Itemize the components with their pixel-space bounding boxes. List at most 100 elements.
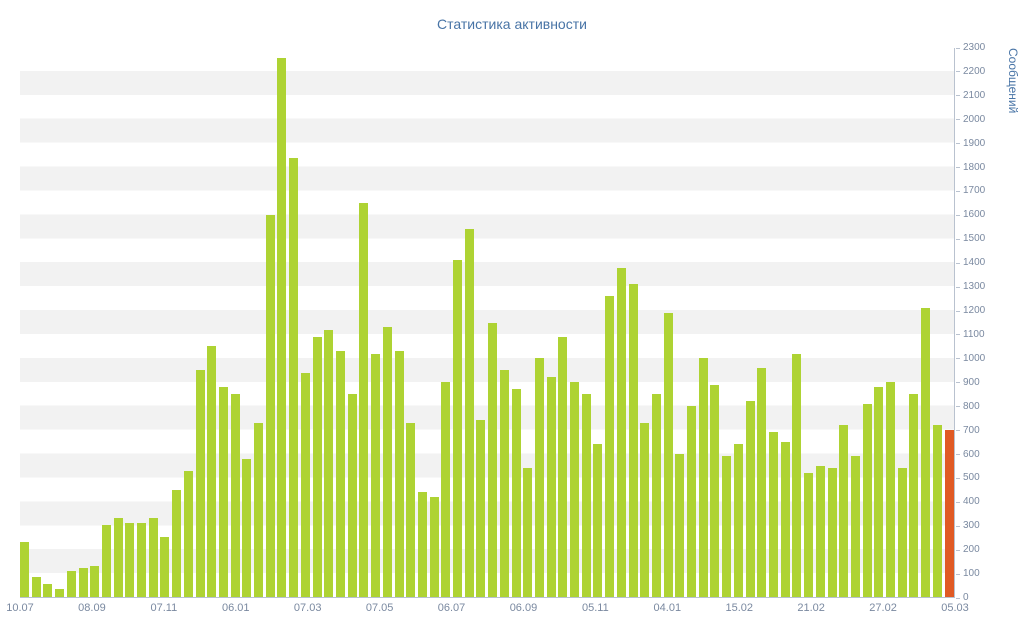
y-tick: 2000 bbox=[956, 114, 985, 125]
y-tick: 1900 bbox=[956, 138, 985, 149]
x-tick-label: 08.09 bbox=[78, 602, 106, 614]
bar bbox=[429, 496, 439, 597]
y-tick: 1100 bbox=[956, 328, 985, 340]
y-tick-mark bbox=[956, 214, 960, 216]
bar bbox=[534, 358, 544, 597]
y-tick-label: 2300 bbox=[963, 42, 986, 53]
y-tick: 1200 bbox=[956, 306, 985, 316]
bar bbox=[499, 370, 509, 597]
bar bbox=[651, 394, 661, 597]
bar bbox=[113, 518, 123, 597]
bar bbox=[137, 523, 147, 597]
bar bbox=[581, 394, 591, 597]
x-axis: 10.07 08.09 07.11 06.01 07.03 07.05 06.07 06.09… bbox=[6, 602, 969, 620]
bar bbox=[347, 394, 357, 597]
bar bbox=[815, 465, 825, 597]
y-tick: 400 bbox=[956, 497, 980, 507]
y-tick: 500 bbox=[956, 473, 980, 483]
y-tick-label: 1200 bbox=[963, 305, 986, 317]
y-tick: 1600 bbox=[956, 210, 985, 220]
y-tick-label: 2100 bbox=[963, 89, 986, 101]
bar bbox=[66, 570, 76, 597]
bar bbox=[254, 422, 264, 597]
bar bbox=[757, 367, 767, 597]
bar bbox=[804, 472, 814, 597]
bar bbox=[628, 284, 638, 597]
y-tick-label: 1100 bbox=[963, 328, 985, 340]
bar bbox=[850, 456, 860, 597]
y-tick: 200 bbox=[956, 545, 980, 555]
bar bbox=[55, 588, 65, 597]
bar bbox=[90, 565, 100, 597]
y-tick-mark bbox=[956, 143, 960, 145]
bar bbox=[558, 336, 568, 597]
bar bbox=[769, 432, 778, 597]
bar bbox=[324, 329, 334, 597]
x-tick-label: 07.05 bbox=[365, 602, 394, 614]
x-tick-label: 04.01 bbox=[653, 602, 682, 614]
y-tick: 1700 bbox=[956, 186, 985, 196]
bar bbox=[43, 583, 53, 597]
y-tick-label: 700 bbox=[963, 424, 980, 436]
bar bbox=[675, 453, 685, 597]
bar bbox=[172, 489, 182, 597]
y-tick-mark bbox=[956, 573, 960, 575]
bar bbox=[183, 470, 193, 597]
y-tick-label: 1400 bbox=[963, 257, 986, 269]
bar bbox=[733, 444, 743, 597]
bar bbox=[20, 542, 29, 597]
x-tick-label: 06.09 bbox=[509, 602, 538, 614]
x-tick-label: 07.11 bbox=[150, 602, 178, 614]
y-tick: 0 bbox=[956, 593, 969, 603]
y-tick-label: 100 bbox=[963, 568, 980, 580]
y-tick-mark bbox=[956, 454, 960, 456]
y-tick-label: 1300 bbox=[963, 281, 986, 293]
y-tick: 2200 bbox=[956, 66, 985, 77]
bar bbox=[710, 384, 720, 597]
y-tick-label: 500 bbox=[963, 472, 980, 484]
bar bbox=[605, 296, 615, 597]
y-tick-label: 1500 bbox=[963, 233, 986, 245]
bar bbox=[359, 203, 369, 597]
bar bbox=[640, 422, 650, 597]
bar bbox=[277, 57, 287, 597]
y-tick-mark bbox=[956, 430, 960, 432]
x-tick-label: 06.07 bbox=[437, 602, 466, 614]
x-tick-label: 05.03 bbox=[941, 602, 969, 614]
bar bbox=[909, 394, 919, 597]
y-tick-label: 200 bbox=[963, 544, 980, 556]
y-tick: 700 bbox=[956, 424, 980, 436]
bar bbox=[265, 215, 275, 597]
bar-highlight bbox=[944, 429, 954, 597]
y-tick: 600 bbox=[956, 449, 980, 460]
bar bbox=[570, 382, 580, 597]
y-tick: 1800 bbox=[956, 162, 985, 173]
bar bbox=[230, 394, 240, 597]
y-tick-label: 800 bbox=[963, 400, 980, 412]
bar bbox=[148, 518, 158, 597]
y-tick-mark bbox=[956, 334, 960, 336]
y-tick: 1000 bbox=[956, 353, 985, 364]
bar bbox=[382, 327, 392, 597]
bar bbox=[335, 351, 345, 597]
y-tick: 1400 bbox=[956, 258, 985, 268]
bar bbox=[827, 468, 837, 597]
x-tick-label: 27.02 bbox=[869, 602, 897, 614]
y-tick-mark bbox=[956, 477, 960, 479]
bar bbox=[78, 568, 88, 597]
x-tick-label: 10.07 bbox=[6, 602, 34, 614]
y-tick-mark bbox=[956, 238, 960, 240]
plot-area bbox=[20, 48, 955, 598]
bar bbox=[921, 308, 931, 597]
y-tick-mark bbox=[956, 358, 960, 360]
y-tick-mark bbox=[956, 119, 960, 121]
x-tick-label: 05.11 bbox=[582, 602, 609, 614]
y-tick-label: 1700 bbox=[963, 185, 986, 197]
y-axis-title: Сообщений bbox=[1006, 48, 1020, 114]
bar bbox=[698, 358, 708, 597]
y-tick-mark bbox=[956, 501, 960, 503]
y-axis: 0 100 200 300 400 500 600 700 800 900 1000 1100 1200… bbox=[956, 43, 1004, 603]
bar bbox=[101, 525, 111, 597]
bar bbox=[874, 386, 884, 597]
